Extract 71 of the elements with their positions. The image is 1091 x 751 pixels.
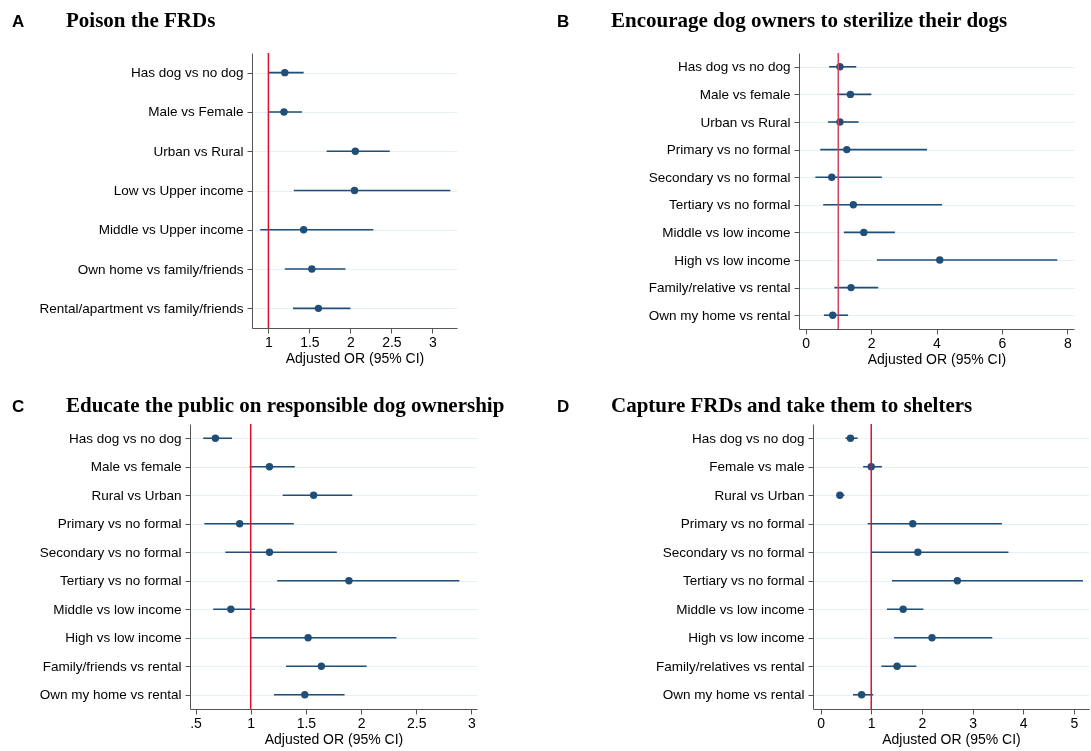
y-tick-label: Urban vs Rural <box>153 143 244 159</box>
y-tick-label: Rural vs Urban <box>91 487 182 503</box>
x-tick-label: 2 <box>918 714 927 731</box>
y-tick-label: Primary vs no formal <box>680 516 805 532</box>
chart-title: Poison the FRDs <box>66 8 216 33</box>
y-tick-label: Male vs female <box>90 459 182 475</box>
x-tick-label: 1 <box>247 714 256 731</box>
x-tick-label: 2 <box>867 334 876 351</box>
x-tick-label: 3 <box>468 714 477 731</box>
x-tick-label: 1.5 <box>296 714 317 731</box>
y-tick-label: Middle vs low income <box>53 601 182 617</box>
x-axis-title: Adjusted OR (95% CI) <box>882 730 1021 747</box>
y-tick-label: Family/relatives vs rental <box>655 658 805 674</box>
y-tick-label: Middle vs low income <box>662 224 791 240</box>
x-tick-label: 1 <box>867 714 876 731</box>
x-tick-label: 6 <box>998 334 1007 351</box>
y-tick-label: Tertiary vs no formal <box>668 197 791 213</box>
y-tick-label: Primary vs no formal <box>666 142 791 158</box>
y-tick-label: Tertiary vs no formal <box>682 573 805 589</box>
text: A <box>12 12 25 32</box>
y-tick-label: Has dog vs no dog <box>677 59 791 75</box>
x-axis-title: Adjusted OR (95% CI) <box>264 730 404 747</box>
y-tick-label: Rental/apartment vs family/friends <box>39 300 244 316</box>
x-tick-label: 4 <box>933 334 942 351</box>
y-tick-label: Family/friends vs rental <box>42 658 182 674</box>
y-tick-label: High vs low income <box>674 252 791 268</box>
x-tick-label: 4 <box>1019 714 1028 731</box>
x-tick-label: 0 <box>802 334 811 351</box>
y-tick-label: Own home vs family/friends <box>77 261 244 277</box>
y-tick-label: Middle vs Upper income <box>98 222 244 238</box>
x-tick-label: 8 <box>1064 334 1073 351</box>
y-tick-label: Own my home vs rental <box>648 307 791 323</box>
text: D <box>557 397 570 417</box>
y-tick-label: Middle vs low income <box>676 601 805 617</box>
y-tick-label: Has dog vs no dog <box>130 65 244 81</box>
y-tick-label: Rural vs Urban <box>714 487 805 503</box>
y-tick-label: Secondary vs no formal <box>39 544 182 560</box>
x-tick-label: 3 <box>969 714 978 731</box>
chart-title: Educate the public on responsible dog ownership <box>66 393 505 418</box>
x-tick-label: 2 <box>347 333 355 350</box>
chart-title: Capture FRDs and take them to shelters <box>611 393 973 418</box>
y-tick-label: Male vs Female <box>148 104 244 120</box>
chart-title: Encourage dog owners to sterilize their dogs <box>611 8 1008 33</box>
y-tick-label: Female vs male <box>709 459 805 475</box>
y-tick-label: High vs low income <box>688 630 805 646</box>
y-tick-label: Own my home vs rental <box>39 687 182 703</box>
x-tick-label: 3 <box>429 333 437 350</box>
text: B <box>557 12 570 32</box>
x-tick-label: 0 <box>817 714 826 731</box>
y-tick-label: Urban vs Rural <box>700 114 791 130</box>
x-tick-label: 1.5 <box>300 333 320 350</box>
y-tick-label: Has dog vs no dog <box>691 430 805 446</box>
y-tick-label: Family/relative vs rental <box>648 280 791 296</box>
y-tick-label: Has dog vs no dog <box>68 430 182 446</box>
x-tick-label: 5 <box>1070 714 1079 731</box>
x-axis-title: Adjusted OR (95% CI) <box>285 349 425 366</box>
y-tick-label: Low vs Upper income <box>113 183 244 198</box>
x-axis-title: Adjusted OR (95% CI) <box>867 350 1007 367</box>
y-tick-label: Own my home vs rental <box>662 687 805 703</box>
y-tick-label: Secondary vs no formal <box>648 169 791 185</box>
x-tick-label: 2.5 <box>407 714 427 731</box>
y-tick-label: Male vs female <box>699 86 791 102</box>
x-tick-label: .5 <box>190 714 203 731</box>
y-tick-label: Tertiary vs no formal <box>59 573 182 589</box>
x-tick-label: 2 <box>357 714 366 731</box>
x-tick-label: 1 <box>265 333 273 350</box>
x-tick-label: 2.5 <box>382 333 402 350</box>
y-tick-label: Secondary vs no formal <box>662 544 805 560</box>
y-tick-label: High vs low income <box>65 630 182 646</box>
text: C <box>12 397 25 417</box>
y-tick-label: Primary vs no formal <box>57 516 182 532</box>
